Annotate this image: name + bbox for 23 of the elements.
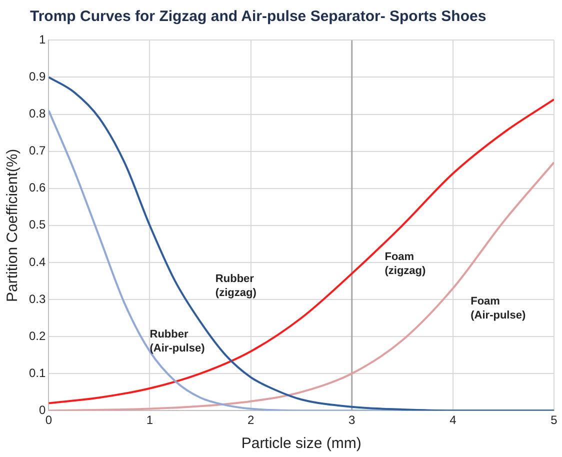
y-tick-label: 0.1 [28,366,46,380]
y-tick-label: 0.8 [28,106,46,121]
text: Rubber (zigzag) [215,273,257,300]
y-tick-label: 0.4 [28,254,46,269]
y-tick-label: 0.7 [28,144,46,158]
x-tick-label: 1 [146,413,154,428]
series-label: Foam (zigzag) [384,250,426,277]
y-tick-label: 0.3 [28,292,46,306]
x-axis-title: Particle size (mm) [241,435,362,452]
x-tick-label: 3 [348,413,356,428]
y-tick-label: 0.9 [28,70,46,84]
series-label: Rubber (Air-pulse) [150,328,206,355]
y-tick-label: 0.5 [28,218,46,232]
y-tick-label: 0.6 [28,180,46,195]
y-tick-label: 1 [38,32,46,47]
y-tick-label: 0.2 [28,328,46,343]
chart-title: Tromp Curves for Zigzag and Air-pulse Separator- Sports Shoes [29,7,488,27]
x-tick-label: 5 [550,413,558,428]
x-tick-label: 4 [450,413,457,428]
series-label: Foam (Air-pulse) [470,295,526,322]
y-tick-label: 0 [38,402,46,417]
x-tick-label: 2 [247,413,254,428]
y-axis-title: Partition Coefficient(%) [4,148,22,302]
